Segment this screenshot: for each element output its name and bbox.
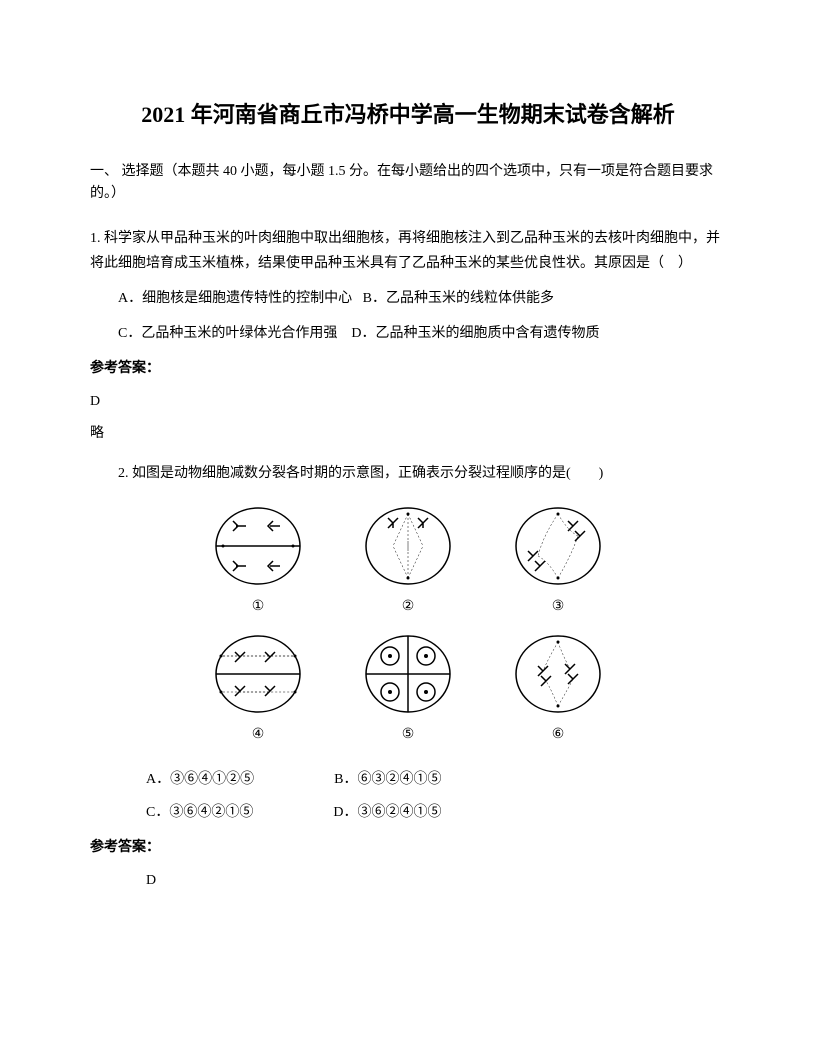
diagram-cell-5: ⑤ — [363, 634, 453, 747]
question-1: 1. 科学家从甲品种玉米的叶肉细胞中取出细胞核，再将细胞核注入到乙品种玉米的去核… — [90, 226, 726, 347]
diagram-cell-3: ③ — [513, 506, 603, 619]
cell-diagram-6-icon — [513, 634, 603, 714]
diagram-cell-4: ④ — [213, 634, 303, 747]
q2-answer-label: 参考答案： — [90, 837, 726, 859]
q2-options: A．③⑥④①②⑤ B．⑥③②④①⑤ C．③⑥④②①⑤ D．③⑥②④①⑤ — [90, 767, 726, 825]
cell-label-4: ④ — [252, 722, 265, 747]
q2-option-a: A．③⑥④①②⑤ — [146, 767, 254, 792]
q1-options-row2: C．乙品种玉米的叶绿体光合作用强 D．乙品种玉米的细胞质中含有遗传物质 — [90, 321, 726, 346]
q1-explanation: 略 — [90, 423, 726, 445]
diagram-row-2: ④ ⑤ — [213, 634, 603, 747]
diagram-row-1: ① ② — [213, 506, 603, 619]
page-title: 2021 年河南省商丘市冯桥中学高一生物期末试卷含解析 — [90, 100, 726, 131]
q1-option-b: B．乙品种玉米的线粒体供能多 — [363, 291, 554, 306]
q1-option-d: D．乙品种玉米的细胞质中含有遗传物质 — [351, 326, 599, 341]
cell-diagram-1-icon — [213, 506, 303, 586]
q2-answer-value: D — [90, 870, 726, 892]
q2-options-row1: A．③⑥④①②⑤ B．⑥③②④①⑤ — [146, 767, 726, 792]
question-2: 2. 如图是动物细胞减数分裂各时期的示意图，正确表示分裂过程顺序的是( ) ① — [90, 461, 726, 826]
meiosis-diagrams: ① ② — [90, 506, 726, 747]
cell-diagram-5-icon — [363, 634, 453, 714]
q2-options-row2: C．③⑥④②①⑤ D．③⑥②④①⑤ — [146, 800, 726, 825]
section-header: 一、 选择题（本题共 40 小题，每小题 1.5 分。在每小题给出的四个选项中，… — [90, 161, 726, 206]
q1-option-a: A．细胞核是细胞遗传特性的控制中心 — [118, 291, 352, 306]
q2-option-d: D．③⑥②④①⑤ — [333, 800, 441, 825]
q1-answer-value: D — [90, 391, 726, 413]
cell-diagram-2-icon — [363, 506, 453, 586]
cell-label-6: ⑥ — [552, 722, 565, 747]
diagram-cell-1: ① — [213, 506, 303, 619]
q1-text: 1. 科学家从甲品种玉米的叶肉细胞中取出细胞核，再将细胞核注入到乙品种玉米的去核… — [90, 226, 726, 276]
cell-diagram-4-icon — [213, 634, 303, 714]
cell-label-3: ③ — [552, 594, 565, 619]
q1-option-c: C．乙品种玉米的叶绿体光合作用强 — [118, 326, 337, 341]
diagram-cell-2: ② — [363, 506, 453, 619]
q2-option-b: B．⑥③②④①⑤ — [334, 767, 441, 792]
q1-answer-label: 参考答案： — [90, 358, 726, 380]
q2-text: 2. 如图是动物细胞减数分裂各时期的示意图，正确表示分裂过程顺序的是( ) — [90, 461, 726, 486]
q2-option-c: C．③⑥④②①⑤ — [146, 800, 253, 825]
cell-label-1: ① — [252, 594, 265, 619]
diagram-cell-6: ⑥ — [513, 634, 603, 747]
cell-label-5: ⑤ — [402, 722, 415, 747]
cell-diagram-3-icon — [513, 506, 603, 586]
q1-options-row1: A．细胞核是细胞遗传特性的控制中心 B．乙品种玉米的线粒体供能多 — [90, 286, 726, 311]
cell-label-2: ② — [402, 594, 415, 619]
